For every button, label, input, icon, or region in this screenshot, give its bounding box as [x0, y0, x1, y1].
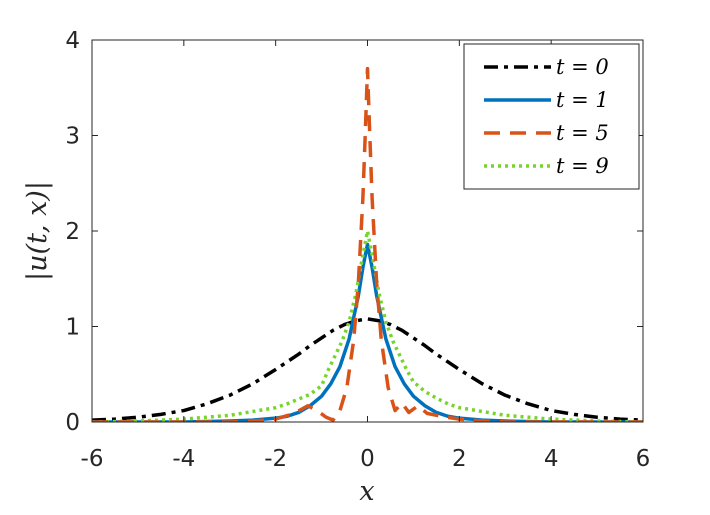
legend: t = 0 t = 1 t = 5 t = 9 [463, 43, 640, 190]
x-tick-label: 4 [544, 446, 559, 472]
legend-label: t = 9 [556, 154, 609, 178]
y-tick-label: 4 [65, 28, 80, 54]
x-axis-label: x [359, 476, 374, 507]
y-tick-label: 2 [65, 219, 80, 245]
y-tick-label: 0 [65, 410, 80, 436]
x-tick-label: -4 [172, 446, 195, 472]
x-tick-label: 0 [360, 446, 375, 472]
legend-label: t = 5 [556, 121, 609, 145]
y-tick-label: 3 [65, 124, 80, 150]
x-tick-label: -2 [264, 446, 287, 472]
y-axis-label: |u(t, x)| [22, 181, 53, 281]
series-line-t5 [92, 66, 643, 422]
legend-label: t = 1 [556, 88, 609, 112]
x-tick-label: 6 [636, 446, 651, 472]
x-tick-label: -6 [81, 446, 104, 472]
x-tick-label: 2 [452, 446, 467, 472]
legend-label: t = 0 [556, 55, 609, 79]
ticks-layer: -6 -4 -2 0 2 4 6 0 1 2 3 4 [65, 28, 650, 472]
series-line-t0 [92, 317, 643, 422]
y-tick-label: 1 [65, 315, 80, 341]
